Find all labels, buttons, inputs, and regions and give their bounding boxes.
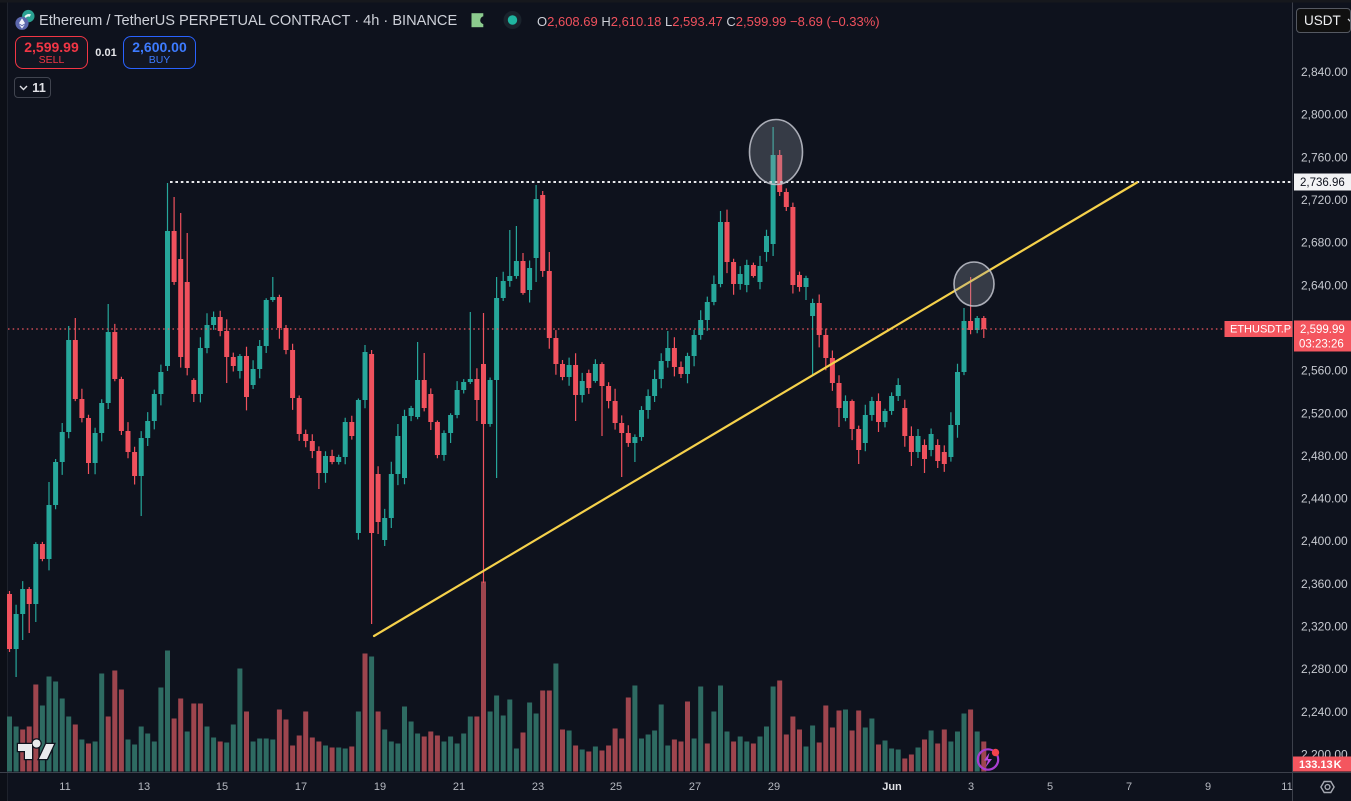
svg-text:2,760.00: 2,760.00 [1301,150,1348,164]
svg-text:Jun: Jun [882,781,902,793]
svg-text:7: 7 [1126,781,1132,793]
svg-text:25: 25 [610,781,622,793]
svg-text:5: 5 [1047,781,1053,793]
svg-text:17: 17 [295,781,307,793]
svg-text:15: 15 [216,781,228,793]
svg-text:2,480.00: 2,480.00 [1301,449,1348,463]
svg-text:2,840.00: 2,840.00 [1301,65,1348,79]
svg-text:2,240.00: 2,240.00 [1301,705,1348,719]
svg-text:2,400.00: 2,400.00 [1301,534,1348,548]
svg-text:2,800.00: 2,800.00 [1301,108,1348,122]
svg-text:2,360.00: 2,360.00 [1301,577,1348,591]
svg-text:13: 13 [138,781,150,793]
svg-text:2,560.00: 2,560.00 [1301,364,1348,378]
svg-text:2,440.00: 2,440.00 [1301,492,1348,506]
svg-text:19: 19 [374,781,386,793]
svg-text:2,320.00: 2,320.00 [1301,620,1348,634]
svg-text:ETHUSDT.P: ETHUSDT.P [1230,324,1291,336]
svg-text:2,736.96: 2,736.96 [1300,177,1345,189]
svg-text:03:23:26: 03:23:26 [1299,339,1344,351]
svg-text:27: 27 [689,781,701,793]
svg-text:2,520.00: 2,520.00 [1301,406,1348,420]
svg-text:9: 9 [1205,781,1211,793]
svg-text:11: 11 [1281,781,1292,793]
svg-text:21: 21 [453,781,465,793]
svg-text:11: 11 [59,781,70,793]
svg-text:29: 29 [768,781,780,793]
svg-text:23: 23 [532,781,544,793]
svg-text:2,640.00: 2,640.00 [1301,278,1348,292]
svg-text:2,680.00: 2,680.00 [1301,236,1348,250]
svg-text:2,599.99: 2,599.99 [1300,324,1345,336]
svg-text:133.13 K: 133.13 K [1299,759,1342,771]
svg-text:3: 3 [968,781,974,793]
svg-text:2,280.00: 2,280.00 [1301,662,1348,676]
svg-text:2,720.00: 2,720.00 [1301,193,1348,207]
